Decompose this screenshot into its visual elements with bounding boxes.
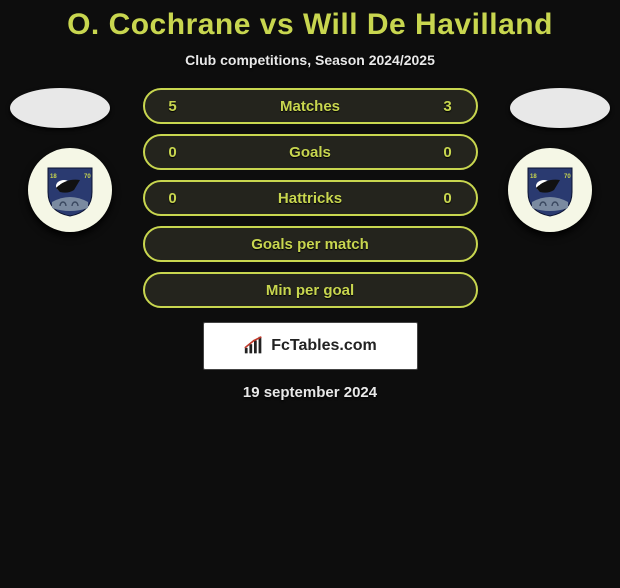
stat-label: Goals: [185, 144, 436, 161]
stat-right-value: 3: [436, 98, 460, 115]
stat-row-goals-per-match: Goals per match: [143, 226, 478, 262]
svg-text:18: 18: [50, 174, 57, 180]
page-title: O. Cochrane vs Will De Havilland: [0, 8, 620, 42]
stat-left-value: 0: [161, 190, 185, 207]
svg-text:70: 70: [84, 174, 91, 180]
player-avatar-right: [510, 88, 610, 128]
club-crest-icon: 70 18: [42, 162, 98, 218]
date: 19 september 2024: [0, 384, 620, 401]
stat-left-value: 5: [161, 98, 185, 115]
fctables-logo: FcTables.com: [203, 322, 418, 370]
club-crest-icon: 70 18: [522, 162, 578, 218]
avatars-row: 70 18 70 18 5 Matches 3 0 Goals 0 0 Ha: [0, 88, 620, 308]
stat-row-hattricks: 0 Hattricks 0: [143, 180, 478, 216]
svg-text:70: 70: [564, 174, 571, 180]
stat-row-min-per-goal: Min per goal: [143, 272, 478, 308]
stat-label: Goals per match: [161, 236, 460, 253]
stat-label: Matches: [185, 98, 436, 115]
club-badge-left: 70 18: [28, 148, 112, 232]
stat-right-value: 0: [436, 144, 460, 161]
stat-row-matches: 5 Matches 3: [143, 88, 478, 124]
subtitle: Club competitions, Season 2024/2025: [0, 52, 620, 68]
stat-left-value: 0: [161, 144, 185, 161]
svg-text:18: 18: [530, 174, 537, 180]
stat-pills: 5 Matches 3 0 Goals 0 0 Hattricks 0 Goal…: [143, 88, 478, 308]
stat-right-value: 0: [436, 190, 460, 207]
stat-label: Hattricks: [185, 190, 436, 207]
player-avatar-left: [10, 88, 110, 128]
logo-text: FcTables.com: [271, 337, 377, 355]
stat-label: Min per goal: [161, 282, 460, 299]
club-badge-right: 70 18: [508, 148, 592, 232]
bar-chart-icon: [243, 335, 265, 357]
stat-row-goals: 0 Goals 0: [143, 134, 478, 170]
